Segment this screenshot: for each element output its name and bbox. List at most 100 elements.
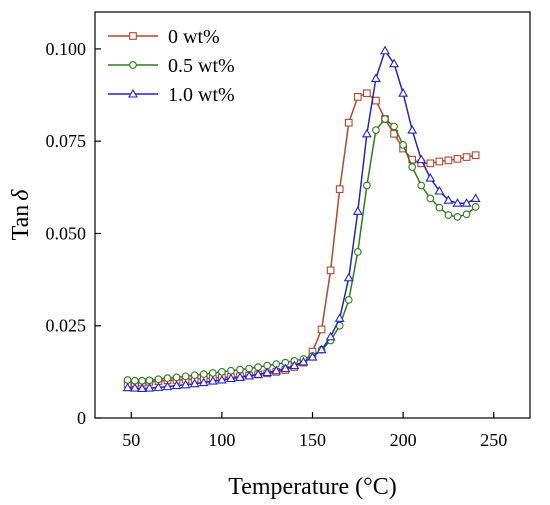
data-point <box>235 372 245 381</box>
y-tick-label: 0.050 <box>46 223 87 243</box>
data-point <box>444 156 453 165</box>
x-axis-title: Temperature (°C) <box>228 474 397 500</box>
data-point <box>216 374 227 384</box>
data-point <box>218 368 226 376</box>
y-axis-title-text: Tan <box>8 205 34 241</box>
data-point <box>416 154 427 164</box>
data-point <box>138 376 146 385</box>
data-point <box>370 73 381 82</box>
series-line <box>127 117 477 382</box>
legend-item: 0 wt% <box>108 26 220 48</box>
data-point <box>363 89 371 98</box>
y-tick-label: 0.025 <box>46 316 87 336</box>
data-point <box>316 344 327 354</box>
data-point <box>363 181 371 190</box>
data-point <box>307 351 318 361</box>
legend-marker <box>129 61 137 69</box>
data-point <box>123 376 132 384</box>
data-point <box>471 203 480 211</box>
data-point <box>154 375 163 384</box>
data-point <box>380 45 390 55</box>
data-point <box>390 122 398 131</box>
x-tick-label: 100 <box>208 430 235 450</box>
data-point <box>153 382 164 391</box>
data-point <box>461 198 472 207</box>
data-point <box>122 382 133 392</box>
x-tick-label: 200 <box>390 430 417 450</box>
data-point <box>171 380 182 390</box>
series-1 <box>123 115 480 385</box>
series-layer <box>122 45 481 393</box>
y-tick-label: 0.100 <box>46 39 87 59</box>
legend-marker <box>128 88 138 98</box>
data-point <box>298 356 309 366</box>
data-point <box>344 296 353 304</box>
data-point <box>280 363 291 373</box>
data-point <box>425 172 436 182</box>
data-point <box>289 360 300 370</box>
x-tick-label: 50 <box>122 430 140 450</box>
data-point <box>452 198 463 207</box>
data-point <box>145 376 154 385</box>
data-point <box>426 194 435 203</box>
data-point <box>361 128 372 138</box>
data-point <box>335 185 344 194</box>
data-point <box>189 378 200 388</box>
data-point <box>180 379 191 389</box>
data-point <box>352 206 363 215</box>
data-point <box>129 382 140 392</box>
data-point <box>372 96 380 105</box>
y-axis-title: Tan δ <box>8 189 34 241</box>
data-point <box>408 163 417 171</box>
data-point <box>453 212 462 221</box>
data-point <box>343 272 354 282</box>
data-point <box>172 373 181 382</box>
data-point <box>137 383 148 393</box>
data-point <box>417 181 426 190</box>
data-point <box>470 193 481 202</box>
data-point <box>144 382 155 392</box>
y-axis: 0 0.025 0.050 0.075 0.100 <box>46 39 101 428</box>
series-2 <box>122 45 481 393</box>
data-point <box>198 377 209 387</box>
x-tick-label: 250 <box>480 430 507 450</box>
data-point <box>181 372 190 381</box>
data-point <box>398 88 409 97</box>
x-axis: 50 100 150 200 250 <box>122 412 507 450</box>
data-point <box>208 369 217 377</box>
data-point <box>444 211 453 219</box>
data-point <box>244 370 255 380</box>
data-point <box>227 366 235 375</box>
series-line <box>127 49 476 390</box>
data-point <box>207 375 218 385</box>
data-point <box>163 374 172 382</box>
x-tick-label: 150 <box>299 430 326 450</box>
data-point <box>443 195 454 204</box>
y-axis-title-symbol: δ <box>8 189 34 201</box>
data-point <box>381 115 389 123</box>
legend: 0 wt% 0.5 wt% 1.0 wt% <box>108 26 235 106</box>
data-point <box>435 157 444 166</box>
data-point <box>344 118 353 127</box>
legend-label: 0.5 wt% <box>168 55 235 77</box>
data-point <box>399 141 407 149</box>
data-point <box>325 331 336 341</box>
data-point <box>372 126 380 134</box>
data-point <box>407 125 418 134</box>
data-point <box>262 367 273 377</box>
data-point <box>462 210 471 219</box>
series-line <box>127 92 476 385</box>
legend-item: 1.0 wt% <box>108 84 235 106</box>
data-point <box>317 325 326 334</box>
series-0 <box>123 89 480 388</box>
data-point <box>253 369 264 378</box>
legend-item: 0.5 wt% <box>108 55 235 77</box>
data-point <box>190 371 199 380</box>
data-point <box>453 155 462 163</box>
data-point <box>435 203 444 212</box>
data-point <box>462 153 471 161</box>
data-point <box>162 381 173 391</box>
data-point <box>236 365 244 374</box>
data-point <box>353 248 362 256</box>
legend-label: 0 wt% <box>168 26 220 48</box>
